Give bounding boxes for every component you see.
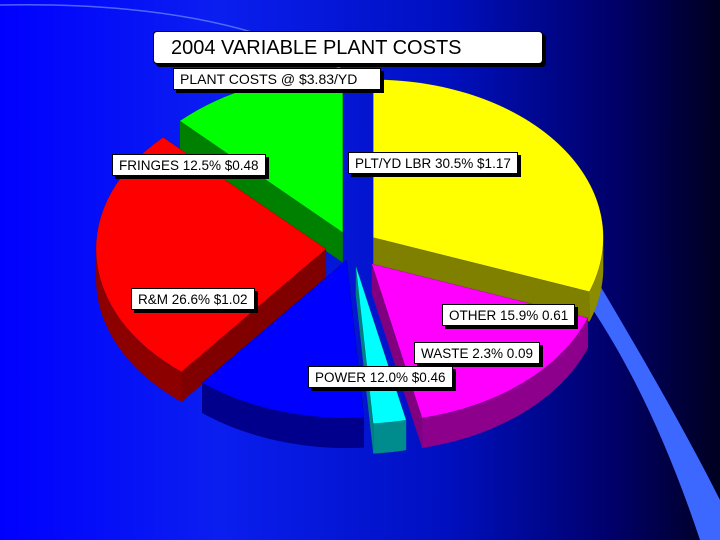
- slice-side-plt-yd-lbr: [373, 237, 604, 322]
- slice-plt-yd-lbr: [373, 79, 604, 292]
- data-label-waste: WASTE 2.3% 0.09: [414, 342, 541, 364]
- pie-slices: [95, 74, 604, 454]
- data-label-fringes: FRINGES 12.5% $0.48: [112, 154, 266, 176]
- data-label-r-and-m: R&M 26.6% $1.02: [131, 288, 255, 310]
- data-label-plt-yd-lbr: PLT/YD LBR 30.5% $1.17: [348, 152, 518, 174]
- data-label-power: POWER 12.0% $0.46: [308, 366, 453, 388]
- chart-title: 2004 VARIABLE PLANT COSTS: [153, 31, 543, 64]
- data-label-other: OTHER 15.9% 0.61: [442, 304, 576, 326]
- chart-subtitle: PLANT COSTS @ $3.83/YD: [173, 68, 381, 90]
